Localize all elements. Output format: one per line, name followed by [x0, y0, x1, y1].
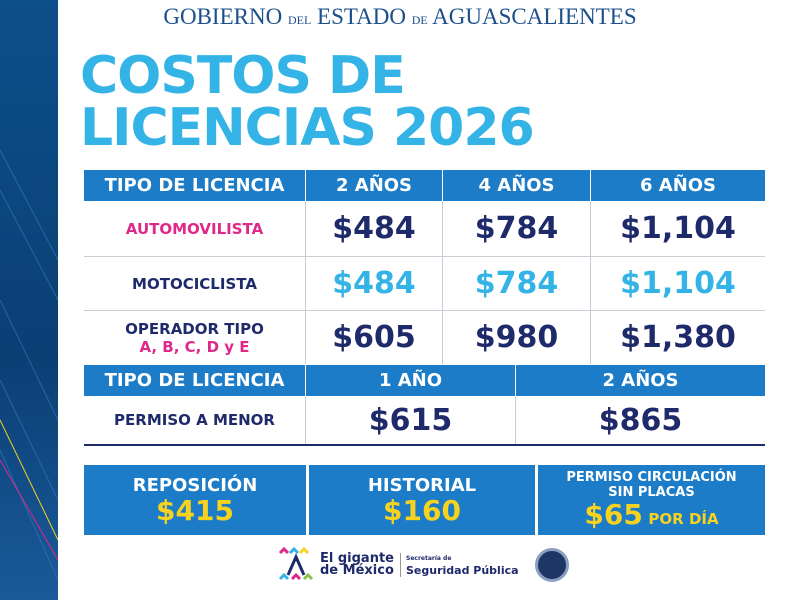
title-line-2: LICENCIAS 2026	[80, 98, 535, 158]
ssp-name: Seguridad Pública	[406, 564, 519, 577]
permiso-sin-placas-box: PERMISO CIRCULACIÓN SIN PLACAS $65 POR DÍA	[538, 465, 765, 535]
box-price: $415	[156, 493, 234, 527]
row-label-operador: OPERADOR TIPO A, B, C, D y E	[84, 311, 305, 364]
divider	[515, 396, 516, 444]
table2-header-2y: 2 AÑOS	[516, 365, 765, 396]
price-cell: $784	[474, 211, 559, 246]
box-title: HISTORIAL	[367, 474, 477, 496]
price-cell: $484	[332, 266, 416, 301]
table1-header-6y: 6 AÑOS	[591, 170, 765, 201]
row-label-permiso-menor: PERMISO A MENOR	[114, 411, 275, 429]
title-line-1: COSTOS DE	[80, 46, 406, 106]
divider	[590, 201, 591, 364]
gov-text-small: DEL	[287, 13, 312, 27]
row-label-automovilista: AUTOMOVILISTA	[125, 219, 264, 238]
price-cell: $1,104	[620, 211, 736, 246]
price-cell: $615	[368, 402, 453, 438]
table2-header-type: TIPO DE LICENCIA	[84, 365, 305, 396]
gov-text-small: DE	[411, 13, 428, 27]
divider	[84, 444, 765, 446]
table2-header-1y: 1 AÑO	[306, 365, 515, 396]
footer-logos: El gigante de México Secretaría de Segurid…	[278, 545, 569, 585]
gigante-line-2: de México	[320, 563, 394, 578]
price-cell: $484	[332, 211, 416, 246]
price-cell: $1,380	[620, 320, 736, 355]
table1-header-4y: 4 AÑOS	[443, 170, 590, 201]
price-cell: $980	[474, 320, 559, 355]
divider	[84, 256, 765, 257]
divider	[442, 201, 443, 364]
government-header: GOBIERNO DEL ESTADO DE AGUASCALIENTES	[0, 4, 800, 30]
row-label-motociclista: MOTOCICLISTA	[132, 274, 257, 293]
price-cell: $1,104	[620, 266, 736, 301]
page-title: COSTOS DE LICENCIAS 2026	[80, 46, 535, 158]
box-price-suffix: POR DÍA	[648, 510, 719, 528]
gigante-logo-icon	[278, 547, 314, 581]
historial-box: HISTORIAL $160	[309, 465, 535, 535]
seal-icon	[534, 548, 569, 582]
box-title-2: SIN PLACAS	[608, 485, 695, 500]
box-title: PERMISO CIRCULACIÓN	[566, 470, 737, 485]
gov-text: GOBIERNO	[163, 4, 283, 29]
price-cell: $865	[598, 402, 683, 438]
divider	[84, 310, 765, 311]
table1-header-2y: 2 AÑOS	[306, 170, 442, 201]
box-price: $65	[584, 498, 643, 531]
decorative-side-stripe	[0, 0, 58, 600]
box-price: $160	[383, 493, 461, 527]
price-cell: $605	[332, 320, 416, 355]
gigante-line-1: El gigante	[320, 551, 394, 566]
ssp-small: Secretaría de	[406, 555, 452, 562]
gov-text: ESTADO	[317, 4, 406, 29]
table1-header-type: TIPO DE LICENCIA	[84, 170, 305, 201]
gigante-logo-text: El gigante de México	[320, 551, 394, 578]
divider	[305, 396, 306, 444]
reposicion-box: REPOSICIÓN $415	[84, 465, 306, 535]
operador-sublabel: A, B, C, D y E	[139, 337, 250, 356]
divider	[305, 201, 306, 364]
box-title: REPOSICIÓN	[132, 474, 258, 496]
operador-label: OPERADOR TIPO	[125, 319, 264, 338]
gov-text: AGUASCALIENTES	[432, 4, 637, 29]
price-cell: $784	[474, 266, 559, 301]
ssp-logo-text: Secretaría de Seguridad Pública	[400, 553, 519, 577]
